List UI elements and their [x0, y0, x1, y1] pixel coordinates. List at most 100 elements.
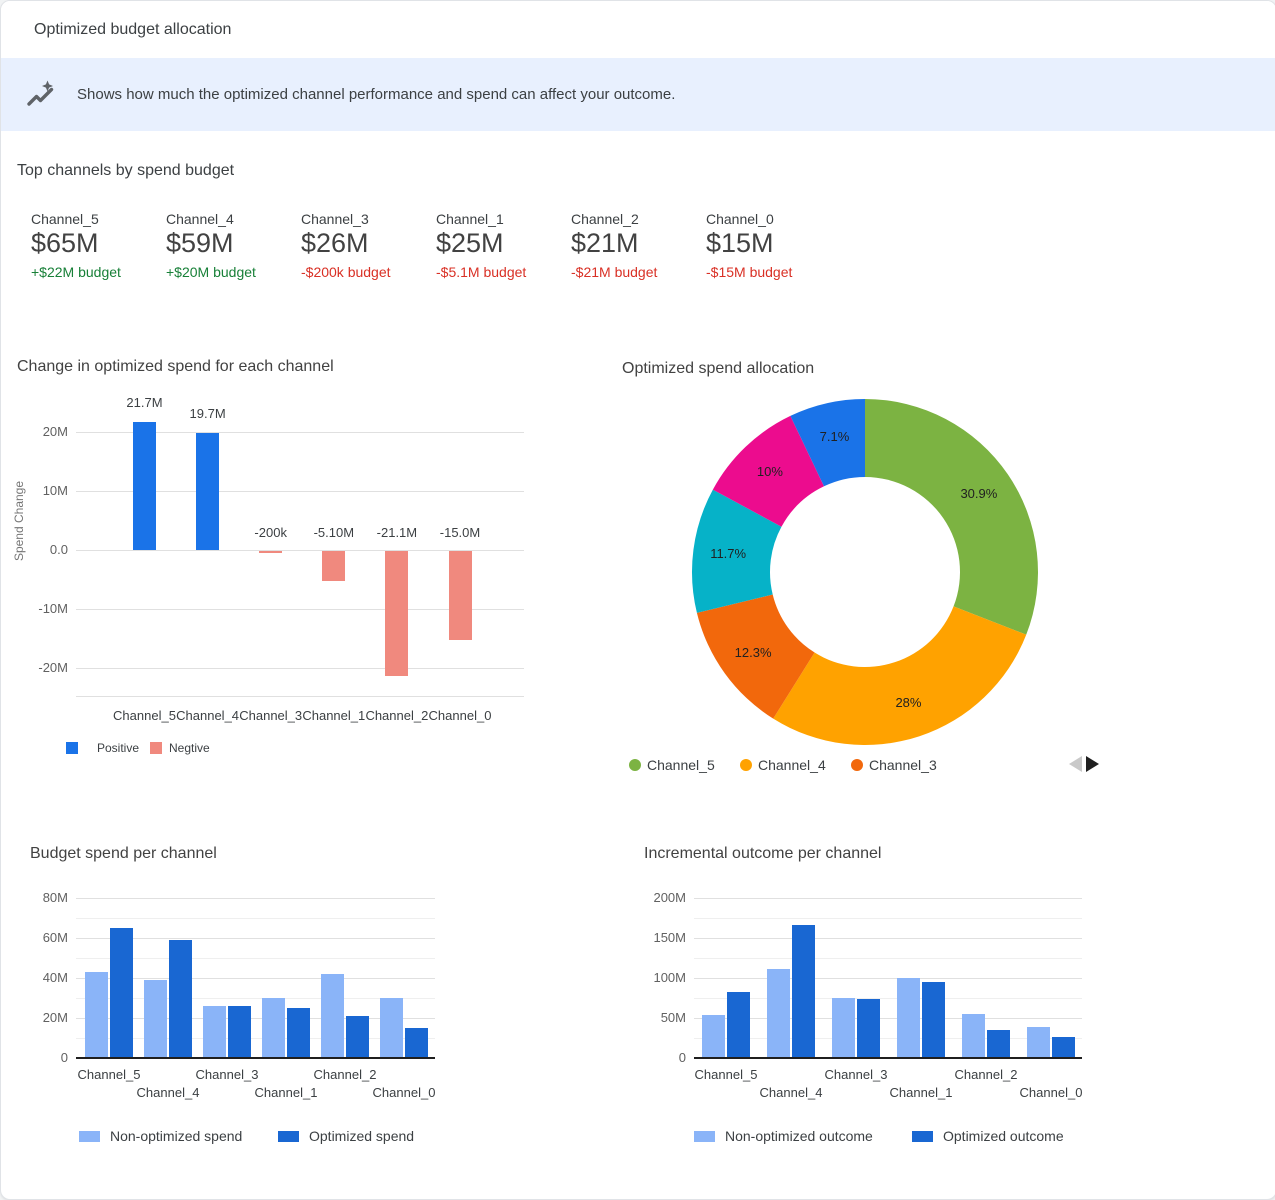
- channel-card-channel_3: Channel_3 $26M -$200k budget: [301, 209, 431, 284]
- bar-channel_0[interactable]: [448, 551, 472, 640]
- grid-line: [76, 550, 524, 551]
- bar-non-optimized-outcome-channel_0[interactable]: [1027, 1026, 1050, 1058]
- donut-slice-channel_5[interactable]: [865, 399, 1038, 635]
- legend-swatch: [278, 1131, 299, 1142]
- channel-budget-delta: +$22M budget: [31, 264, 121, 280]
- grid-line: [694, 938, 1082, 939]
- grid-line: [76, 696, 524, 697]
- x-tick-label: Channel_5: [113, 708, 176, 723]
- donut-slice-channel_0[interactable]: [790, 399, 865, 487]
- channel-optimized-spend-value: $59M: [166, 228, 234, 258]
- bar-value-label: 21.7M: [126, 394, 163, 410]
- bar-optimized-outcome-channel_5[interactable]: [727, 992, 750, 1058]
- bar-channel_3[interactable]: [259, 551, 283, 553]
- y-tick-label: 0: [60, 1050, 68, 1065]
- donut-chart[interactable]: [689, 396, 1041, 748]
- bar-non-optimized-spend-channel_2[interactable]: [321, 974, 344, 1058]
- legend-label: Positive: [97, 741, 140, 755]
- legend-swatch: [79, 1131, 100, 1142]
- x-axis-baseline: [694, 1057, 1082, 1059]
- channel-optimized-spend-value: $21M: [571, 228, 639, 258]
- donut-slice-channel_2[interactable]: [712, 415, 825, 527]
- bar-non-optimized-spend-channel_3[interactable]: [203, 1005, 226, 1058]
- bar-non-optimized-outcome-channel_2[interactable]: [962, 1014, 985, 1058]
- donut-slice-channel_4[interactable]: [773, 606, 1027, 745]
- bar-optimized-spend-channel_3[interactable]: [228, 1006, 251, 1058]
- legend-label: Channel_5: [647, 757, 715, 773]
- x-tick-label: Channel_4: [176, 708, 240, 723]
- grid-line: [76, 978, 435, 979]
- grid-line: [694, 898, 1082, 899]
- bar-non-optimized-spend-channel_5[interactable]: [85, 972, 108, 1058]
- y-tick-label: -10M: [38, 601, 68, 617]
- bar-optimized-outcome-channel_2[interactable]: [987, 1030, 1010, 1058]
- grid-line: [76, 898, 435, 899]
- chart-title-spend-change: Change in optimized spend for each chann…: [17, 358, 334, 375]
- grid-line: [76, 918, 435, 919]
- bar-non-optimized-spend-channel_4[interactable]: [144, 980, 167, 1058]
- bar-value-label: -5.10M: [313, 525, 355, 540]
- bar-non-optimized-outcome-channel_5[interactable]: [702, 1014, 725, 1058]
- donut-slice-label: 30.9%: [960, 486, 998, 502]
- legend-next-icon[interactable]: [1086, 756, 1099, 772]
- donut-slice-label: 11.7%: [710, 546, 747, 562]
- x-tick-label: Channel_3: [824, 1067, 888, 1082]
- section-title-top-channels: Top channels by spend budget: [17, 162, 235, 179]
- channel-optimized-spend-value: $25M: [436, 228, 504, 258]
- bar-optimized-outcome-channel_3[interactable]: [857, 998, 880, 1058]
- bar-optimized-outcome-channel_0[interactable]: [1052, 1037, 1075, 1058]
- legend-swatch: [66, 742, 78, 754]
- bar-channel_1[interactable]: [322, 551, 346, 582]
- bar-optimized-spend-channel_5[interactable]: [110, 928, 133, 1058]
- chart-title-budget-spend: Budget spend per channel: [30, 845, 217, 862]
- info-banner: Shows how much the optimized channel per…: [1, 58, 1275, 131]
- legend-dot: [851, 759, 863, 771]
- legend-dot: [740, 759, 752, 771]
- x-tick-label: Channel_1: [889, 1085, 953, 1100]
- legend-swatch: [694, 1131, 715, 1142]
- y-tick-label: 20M: [42, 423, 68, 439]
- channel-budget-delta: +$20M budget: [166, 264, 256, 280]
- bar-value-label: -200k: [254, 525, 287, 540]
- bar-channel_4[interactable]: [196, 433, 220, 550]
- channel-name: Channel_4: [166, 211, 234, 227]
- y-tick-label: 150M: [653, 930, 686, 945]
- bar-optimized-spend-channel_1[interactable]: [287, 1008, 310, 1058]
- bar-non-optimized-outcome-channel_1[interactable]: [897, 978, 920, 1058]
- channel-optimized-spend-value: $26M: [301, 228, 369, 258]
- grid-line: [76, 668, 524, 670]
- donut-slice-channel_3[interactable]: [696, 594, 815, 719]
- grid-line: [694, 998, 1082, 999]
- bar-optimized-spend-channel_4[interactable]: [169, 940, 192, 1058]
- channel-budget-delta: -$15M budget: [706, 264, 793, 280]
- channel-card-channel_0: Channel_0 $15M -$15M budget: [706, 209, 836, 284]
- x-tick-label: Channel_2: [365, 708, 429, 723]
- y-tick-label: 60M: [42, 930, 68, 945]
- bar-non-optimized-outcome-channel_4[interactable]: [767, 969, 790, 1058]
- bar-channel_5[interactable]: [133, 421, 156, 550]
- grid-line: [76, 1018, 435, 1019]
- y-axis-title: Spend Change: [12, 480, 26, 562]
- bar-optimized-outcome-channel_4[interactable]: [792, 925, 815, 1058]
- grid-line: [694, 978, 1082, 979]
- channel-name: Channel_2: [571, 211, 639, 227]
- bar-optimized-spend-channel_0[interactable]: [405, 1028, 428, 1058]
- channel-name: Channel_1: [436, 211, 504, 227]
- legend-label: Channel_4: [758, 757, 826, 773]
- legend-prev-icon[interactable]: [1069, 756, 1082, 772]
- x-tick-label: Channel_0: [1019, 1085, 1083, 1100]
- bar-optimized-outcome-channel_1[interactable]: [922, 982, 945, 1058]
- x-tick-label: Channel_1: [302, 708, 366, 723]
- x-tick-label: Channel_0: [428, 708, 492, 723]
- bar-value-label: 19.7M: [189, 406, 226, 422]
- bar-channel_2[interactable]: [385, 551, 409, 676]
- y-tick-label: -20M: [38, 660, 68, 676]
- bar-optimized-spend-channel_2[interactable]: [346, 1016, 369, 1058]
- bar-non-optimized-spend-channel_1[interactable]: [262, 997, 285, 1058]
- bar-non-optimized-outcome-channel_3[interactable]: [832, 998, 855, 1058]
- bar-non-optimized-spend-channel_0[interactable]: [380, 998, 403, 1058]
- y-tick-label: 40M: [42, 970, 68, 985]
- donut-slice-channel_1[interactable]: [692, 489, 782, 613]
